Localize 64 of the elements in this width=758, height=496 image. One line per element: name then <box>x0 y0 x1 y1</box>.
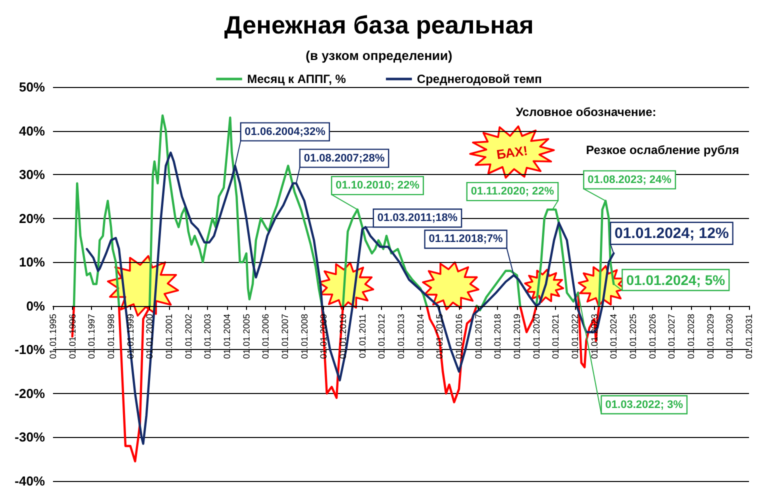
annotation: 01.01.2024; 12% <box>614 224 729 242</box>
x-tick-label: 01.01.2016 <box>454 314 464 359</box>
x-tick-label: 01.01.2029 <box>705 314 716 359</box>
annotation: 01.01.2024; 5% <box>626 272 726 288</box>
x-tick-label: 01.01.2026 <box>647 314 658 359</box>
x-tick-label: 01.01.2017 <box>473 314 484 359</box>
x-tick-label: 01.01.1995 <box>48 314 58 359</box>
x-tick-label: 01.01.2011 <box>357 314 368 358</box>
chart-subtitle: (в узком определении) <box>306 48 452 63</box>
x-tick-label: 01.01.2008 <box>299 314 310 359</box>
annotation: Условное обозначение: <box>516 105 656 119</box>
x-tick-label: 01.01.1997 <box>86 314 97 359</box>
x-tick-label: 01.01.2024 <box>608 314 619 359</box>
x-tick-label: 01.01.2009 <box>318 314 329 359</box>
y-tick-label: 0% <box>26 298 46 314</box>
y-tick-label: 30% <box>18 167 46 182</box>
x-tick-label: 01.01.2030 <box>724 314 735 359</box>
legend-label: Среднегодовой темп <box>416 72 542 86</box>
x-tick-label: 01.01.2013 <box>396 314 406 359</box>
x-tick-label: 01.01.2007 <box>280 314 290 359</box>
annotation: 01.08.2007;28% <box>304 152 385 164</box>
x-tick-label: 01.01.2014 <box>415 314 426 359</box>
x-tick-label: 01.01.2022 <box>570 314 580 359</box>
y-tick-label: 20% <box>18 210 46 226</box>
y-tick-label: -20% <box>14 386 46 401</box>
annotation: 01.03.2011;18% <box>377 212 458 224</box>
x-tick-label: 01.01.2006 <box>260 314 271 359</box>
x-tick-label: 01.01.2004 <box>222 314 232 359</box>
y-tick-label: 40% <box>18 123 46 138</box>
annotation: 01.11.2020; 22% <box>470 186 554 198</box>
y-tick-label: -40% <box>14 474 46 488</box>
x-tick-label: 01.01.1998 <box>106 314 116 359</box>
x-tick-label: 01.01.2025 <box>628 314 638 359</box>
x-tick-label: 01.01.2015 <box>434 314 445 359</box>
x-tick-label: 01.01.2031 <box>744 314 754 359</box>
x-tick-label: 01.01.2001 <box>164 314 174 359</box>
x-tick-label: 01.01.1999 <box>125 314 136 359</box>
annotation: 01.08.2023; 24% <box>588 174 672 186</box>
x-tick-label: 01.01.2023 <box>589 314 600 359</box>
x-tick-label: 01.01.2000 <box>144 314 155 359</box>
x-tick-label: 01.01.2020 <box>531 314 542 359</box>
chart-title: Денежная база реальная <box>224 12 534 40</box>
x-tick-label: 01.01.2012 <box>376 314 387 359</box>
y-tick-label: 10% <box>18 254 46 270</box>
x-tick-label: 01.01.2002 <box>183 314 194 359</box>
annotation: Резкое ослабление рубля <box>586 143 740 157</box>
legend-label: Месяц к АППГ, % <box>247 72 346 86</box>
x-tick-label: 01.01.2019 <box>512 314 522 359</box>
annotation: БАХ! <box>496 142 529 162</box>
x-tick-label: 01.01.2018 <box>492 314 503 359</box>
y-tick-label: -10% <box>14 342 46 358</box>
annotation: 01.03.2022; 3% <box>605 398 684 411</box>
x-tick-label: 01.01.2003 <box>202 314 213 359</box>
x-tick-label: 01.01.2005 <box>241 314 252 359</box>
annotation: 01.10.2010; 22% <box>336 180 420 192</box>
y-tick-label: -30% <box>14 430 46 445</box>
x-tick-label: 01.01.2021 <box>550 314 561 359</box>
x-tick-label: 01.01.2027 <box>666 314 677 359</box>
annotation: 01.06.2004;32% <box>244 126 326 138</box>
y-tick-label: 50% <box>18 80 46 94</box>
x-tick-label: 01.01.2028 <box>686 314 696 359</box>
x-tick-label: 01.01.1996 <box>67 314 78 359</box>
annotation: 01.11.2018;7% <box>428 233 503 246</box>
x-tick-label: 01.01.2010 <box>338 314 348 359</box>
